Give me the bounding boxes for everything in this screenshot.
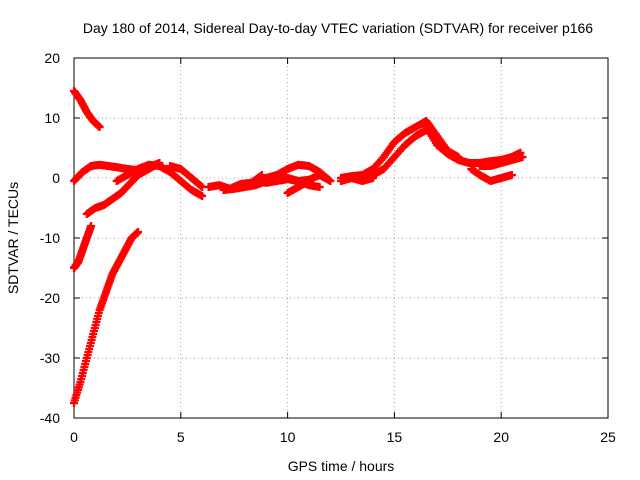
data-point — [95, 123, 104, 131]
data-point — [326, 177, 335, 185]
data-point — [196, 181, 205, 190]
data-point — [87, 222, 96, 230]
data-point — [134, 228, 143, 236]
data-point — [507, 171, 516, 179]
chart-title: Day 180 of 2014, Sidereal Day-to-day VTE… — [83, 20, 593, 36]
y-tick-label: -20 — [40, 290, 60, 306]
y-tick-label: -30 — [40, 350, 60, 366]
series-arc-12 — [283, 177, 313, 197]
data-point — [304, 177, 313, 185]
series-arc-1 — [70, 87, 104, 131]
x-tick-label: 20 — [493, 429, 509, 445]
x-tick-label: 10 — [280, 429, 296, 445]
series-arc-19 — [475, 153, 527, 170]
series-arc-6 — [112, 160, 207, 200]
y-tick-label: -40 — [40, 410, 60, 426]
data-markers — [70, 87, 527, 407]
series-arc-7 — [166, 162, 207, 191]
x-tick-label: 15 — [387, 429, 403, 445]
data-point — [315, 183, 324, 191]
data-point — [518, 153, 527, 161]
series-arc-4 — [70, 228, 143, 407]
y-tick-label: 20 — [44, 50, 60, 66]
axis-ticks: 0 5 10 15 20 25 -40 -30 -20 -10 0 10 20 — [40, 50, 616, 445]
x-axis-label: GPS time / hours — [288, 458, 395, 474]
series-arc-18 — [467, 165, 516, 185]
grid-lines — [74, 58, 608, 418]
y-tick-label: -10 — [40, 230, 60, 246]
series-arc-16 — [422, 123, 474, 167]
data-point — [257, 171, 266, 179]
series-arc-3 — [70, 222, 96, 272]
y-axis-label: SDTVAR / TECUs — [5, 182, 21, 294]
y-tick-label: 0 — [52, 170, 60, 186]
data-point — [198, 192, 207, 200]
x-tick-label: 25 — [600, 429, 616, 445]
x-tick-label: 0 — [70, 429, 78, 445]
x-tick-label: 5 — [177, 429, 185, 445]
y-tick-label: 10 — [44, 110, 60, 126]
